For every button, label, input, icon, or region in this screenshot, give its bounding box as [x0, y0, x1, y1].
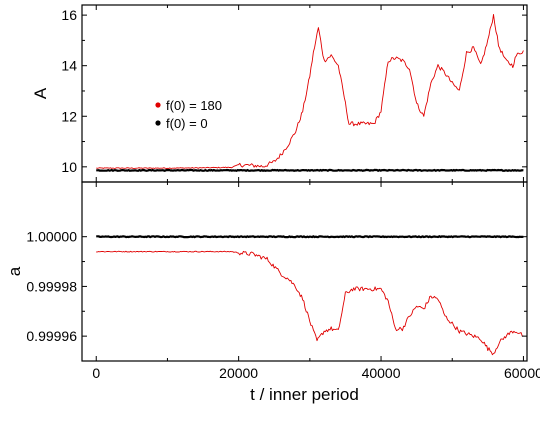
series-group-bottom-0 [96, 250, 524, 356]
series-group-top-0 [96, 13, 524, 169]
legend-marker-1 [155, 120, 161, 126]
series-line-bottom-0 [96, 250, 524, 356]
series-group-top-1 [96, 168, 524, 172]
x-tick-label-1: 20000 [219, 365, 258, 381]
series-line-bottom-1 [96, 235, 524, 239]
y-tick-label-top-3: 16 [61, 7, 77, 23]
y-tick-label-bottom-2: 1.00000 [26, 229, 77, 245]
x-axis-label: t / inner period [250, 385, 359, 404]
series-group-bottom-1 [96, 235, 524, 239]
plot-frame-top [81, 4, 528, 183]
y-tick-label-top-2: 14 [61, 58, 77, 74]
x-tick-label-0: 0 [92, 365, 100, 381]
y-axis-label-bottom: a [5, 266, 24, 276]
legend-marker-0 [155, 102, 161, 108]
legend-label-0: f(0) = 180 [166, 98, 222, 113]
y-tick-label-top-0: 10 [61, 159, 77, 175]
y-tick-label-bottom-1: 0.99998 [26, 278, 77, 294]
y-tick-label-bottom-0: 0.99996 [26, 328, 77, 344]
x-tick-label-3: 60000 [504, 365, 540, 381]
series-line-top-1 [96, 168, 524, 172]
plot-frame-bottom [81, 181, 528, 362]
y-tick-label-top-1: 12 [61, 108, 77, 124]
x-tick-label-2: 40000 [362, 365, 401, 381]
y-axis-label-top: A [31, 87, 50, 99]
series-line-top-0 [96, 13, 524, 169]
legend-label-1: f(0) = 0 [166, 116, 208, 131]
